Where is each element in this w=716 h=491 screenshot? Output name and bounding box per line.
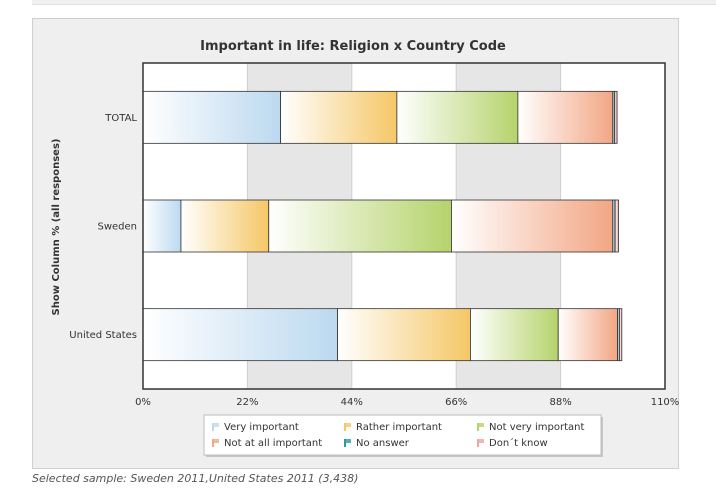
bar-united-states-rather-important [337, 308, 471, 362]
bar-united-states-not-very-important [470, 308, 559, 362]
legend-marker [477, 423, 479, 431]
bar-united-states-very-important [142, 308, 338, 362]
legend-label: Very important [224, 422, 299, 433]
legend-label: Not very important [489, 422, 584, 433]
bar-united-states-not-at-all-important [557, 308, 618, 362]
plot-border [142, 62, 666, 390]
bar-united-states-don-t-know [619, 308, 623, 362]
legend-item-not-very-important: Not very important [477, 422, 584, 433]
legend-item-no-answer: No answer [344, 438, 410, 449]
legend-marker [477, 439, 479, 447]
x-tick-label: 44% [341, 397, 363, 408]
bar-chart: Important in life: Religion x Country Co… [51, 39, 680, 457]
x-tick-label: 0% [135, 397, 151, 408]
y-axis-label: Show Column % (all responses) [51, 139, 62, 316]
legend-label: Don´t know [489, 437, 548, 449]
legend-marker [214, 423, 219, 427]
legend-item-rather-important: Rather important [344, 422, 442, 433]
category-label: Sweden [97, 222, 137, 233]
chart-panel: Important in life: Religion x Country Co… [32, 18, 679, 469]
bar-sweden-rather-important [180, 199, 270, 253]
bar-total-rather-important [280, 90, 398, 144]
bar-total-not-very-important [396, 90, 519, 144]
legend-label: Not at all important [224, 438, 322, 449]
bar-sweden-not-at-all-important [451, 199, 614, 253]
plot-area: TOTAL Sweden United States 0% 22% 44% 66% 88% 11… [69, 62, 680, 408]
legend-marker [344, 423, 346, 431]
bar-total-don-t-know [614, 90, 618, 144]
bar-total-very-important [142, 90, 282, 144]
bar-sweden-not-very-important [268, 199, 452, 253]
x-tick-label: 66% [445, 397, 467, 408]
legend-item-don-t-know: Don´t know [477, 437, 548, 449]
legend-label: Rather important [356, 422, 442, 433]
chart-title: Important in life: Religion x Country Co… [200, 39, 506, 54]
legend-marker [479, 439, 484, 443]
category-label: TOTAL [104, 113, 137, 124]
legend-marker [346, 423, 351, 427]
sample-caption: Selected sample: Sweden 2011,United Stat… [32, 472, 359, 485]
legend-marker [212, 439, 214, 447]
x-tick-label: 22% [236, 397, 258, 408]
x-tick-label: 110% [651, 397, 680, 408]
legend-marker [344, 439, 346, 447]
legend-item-very-important: Very important [212, 422, 299, 433]
legend-item-not-at-all-important: Not at all important [212, 438, 322, 449]
bar-sweden-very-important [142, 199, 182, 253]
legend-label: No answer [356, 438, 410, 449]
legend-marker [479, 423, 484, 427]
bar-sweden-don-t-know [614, 199, 619, 253]
chart-legend: Very important Rather important Not very i… [203, 414, 603, 457]
legend-marker [212, 423, 214, 431]
top-bar [32, 0, 716, 5]
bar-total-not-at-all-important [517, 90, 614, 144]
x-tick-label: 88% [549, 397, 571, 408]
legend-marker [214, 439, 219, 443]
legend-marker [346, 439, 351, 443]
category-label: United States [69, 330, 137, 341]
legend-box [203, 414, 602, 456]
